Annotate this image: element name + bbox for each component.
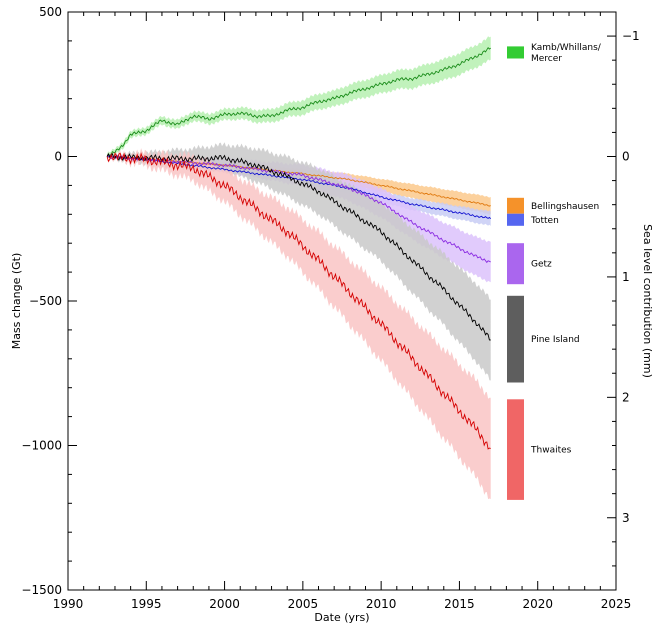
x-tick-label: 2015 [444, 597, 475, 611]
series-lines [106, 46, 491, 450]
legend-swatch-thwaites [507, 399, 524, 500]
series-line-kamb-whillans-mercer [106, 46, 491, 157]
y2-tick-label: −1 [622, 29, 640, 43]
uncertainty-bands [107, 36, 491, 500]
x-tick-label: 2020 [522, 597, 553, 611]
band-thwaites [107, 148, 491, 500]
y2-tick-label: 1 [622, 270, 630, 284]
y-axis-label: Mass change (Gt) [10, 253, 23, 350]
legend-swatch-getz [507, 243, 524, 285]
legend-swatch-bellingshausen [507, 197, 524, 214]
x-axis-label: Date (yrs) [314, 611, 369, 624]
y2-tick-label: 2 [622, 390, 630, 404]
x-tick-label: 2010 [366, 597, 397, 611]
x-tick-label: 1990 [53, 597, 84, 611]
y-tick-label: 500 [39, 5, 62, 19]
y-tick-label: 0 [54, 150, 62, 164]
x-tick-label: 1995 [131, 597, 162, 611]
x-tick-label: 2005 [288, 597, 319, 611]
legend-label-kamb-whillans-mercer: Kamb/Whillans/Mercer [531, 43, 602, 64]
legend-label-thwaites: Thwaites [530, 446, 572, 456]
y2-tick-label: 0 [622, 150, 630, 164]
legend: Kamb/Whillans/Mercer Bellingshausen Totten… [507, 43, 602, 500]
y-tick-label: −1000 [21, 439, 62, 453]
band-kamb-whillans-mercer [107, 36, 491, 160]
band-bellingshausen [107, 155, 491, 215]
legend-label-totten: Totten [530, 216, 559, 226]
legend-label-bellingshausen: Bellingshausen [531, 202, 599, 212]
x-tick-label: 2025 [601, 597, 632, 611]
legend-label-pine-island: Pine Island [531, 335, 580, 345]
legend-label-getz: Getz [531, 260, 552, 270]
y-tick-label: −500 [29, 294, 62, 308]
axes: 1990 1995 2000 2005 2010 2015 2020 2025 500 0 −500… [21, 5, 639, 611]
y2-tick-label: 3 [622, 511, 630, 525]
x-tick-label: 2000 [209, 597, 240, 611]
y-tick-label: −1500 [21, 583, 62, 597]
y2-axis-label: Sea level contribution (mm) [641, 224, 654, 378]
series-line-thwaites [106, 152, 491, 450]
band-pine-island [107, 142, 491, 381]
series-line-pine-island [106, 152, 491, 341]
legend-swatch-pine-island [507, 295, 524, 383]
legend-swatch-kamb-whillans-mercer [507, 46, 524, 59]
legend-swatch-totten [507, 213, 524, 226]
